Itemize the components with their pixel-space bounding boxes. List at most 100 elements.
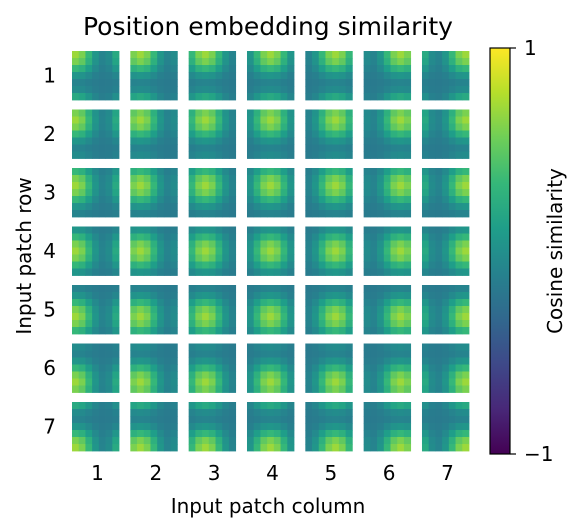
heatmap-cell [253, 137, 261, 145]
heatmap-cell [246, 320, 255, 328]
heatmap-cell [370, 364, 378, 372]
heatmap-cell [397, 299, 405, 307]
heatmap-cell [305, 233, 313, 241]
heatmap-cell [273, 357, 281, 365]
heatmap-cell [442, 343, 450, 351]
heatmap-cell [312, 144, 320, 152]
heatmap-cell [383, 423, 391, 431]
heatmap-cell [157, 416, 165, 424]
heatmap-cell [215, 51, 223, 59]
heatmap-cell [208, 268, 216, 276]
heatmap-cell [85, 247, 93, 255]
heatmap-cell [98, 409, 106, 417]
heatmap-cell [78, 371, 86, 379]
heatmap-cell [85, 343, 93, 351]
heatmap-cell [163, 151, 172, 159]
heatmap-cell [163, 65, 172, 73]
heatmap-cell [137, 423, 145, 431]
heatmap-cell [403, 175, 412, 183]
heatmap-cell [383, 233, 391, 241]
heatmap-cell [397, 182, 405, 190]
heatmap-cell [390, 86, 398, 94]
heatmap-cell [130, 357, 138, 365]
heatmap-cell [202, 444, 210, 452]
heatmap-cell [246, 437, 255, 445]
heatmap-cell [208, 109, 216, 117]
heatmap-cell [318, 109, 326, 117]
heatmap-cell [338, 437, 346, 445]
heatmap-cell [112, 385, 120, 393]
heatmap-cell [92, 182, 100, 190]
heatmap-cell [170, 409, 178, 417]
heatmap-cell [228, 189, 237, 197]
heatmap-cell [455, 144, 463, 152]
heatmap-cell [325, 233, 333, 241]
heatmap-cell [253, 151, 261, 159]
heatmap-cell [157, 343, 165, 351]
heatmap-cell [105, 343, 113, 351]
heatmap-cell [112, 423, 120, 431]
heatmap-cell [85, 86, 93, 94]
heatmap-cell [383, 196, 391, 204]
heatmap-cell [137, 65, 145, 73]
heatmap-cell [273, 175, 281, 183]
heatmap-cell [112, 182, 120, 190]
heatmap-cell [403, 430, 412, 438]
heatmap-cell [92, 72, 100, 80]
heatmap-cell [222, 385, 230, 393]
heatmap-cell [195, 203, 203, 211]
heatmap-cell [312, 430, 320, 438]
heatmap-cell [78, 109, 86, 117]
heatmap-cell [163, 182, 172, 190]
heatmap-cell [435, 226, 443, 234]
heatmap-cell [208, 350, 216, 358]
heatmap-cell [215, 306, 223, 314]
heatmap-cell [403, 313, 412, 321]
heatmap-cell [455, 203, 463, 211]
heatmap-cell [287, 123, 295, 131]
heatmap-cell [170, 116, 178, 124]
heatmap-cell [318, 182, 326, 190]
heatmap-cell [280, 79, 288, 87]
patch-tile [188, 168, 237, 218]
heatmap-cell [228, 72, 237, 80]
heatmap-cell [195, 226, 203, 234]
heatmap-cell [280, 130, 288, 138]
heatmap-cell [202, 430, 210, 438]
row-tick-label: 4 [43, 239, 56, 263]
heatmap-cell [280, 233, 288, 241]
heatmap-cell [130, 313, 138, 321]
heatmap-cell [273, 123, 281, 131]
heatmap-cell [442, 168, 450, 176]
heatmap-cell [98, 254, 106, 262]
heatmap-cell [143, 343, 151, 351]
heatmap-cell [462, 130, 470, 138]
patch-tile [188, 402, 237, 452]
heatmap-cell [312, 137, 320, 145]
heatmap-cell [267, 437, 275, 445]
heatmap-cell [280, 65, 288, 73]
heatmap-cell [421, 247, 430, 255]
heatmap-cell [435, 437, 443, 445]
heatmap-cell [188, 292, 196, 300]
heatmap-cell [428, 430, 436, 438]
heatmap-cell [85, 175, 93, 183]
heatmap-cell [195, 58, 203, 66]
heatmap-cell [442, 285, 450, 293]
heatmap-cell [170, 72, 178, 80]
heatmap-cell [325, 240, 333, 248]
heatmap-cell [428, 72, 436, 80]
heatmap-cell [208, 168, 216, 176]
heatmap-cell [208, 175, 216, 183]
heatmap-cell [202, 116, 210, 124]
heatmap-cell [442, 254, 450, 262]
heatmap-cell [435, 409, 443, 417]
heatmap-cell [435, 240, 443, 248]
heatmap-cell [157, 247, 165, 255]
heatmap-cell [338, 254, 346, 262]
heatmap-cell [383, 437, 391, 445]
heatmap-cell [318, 423, 326, 431]
heatmap-cell [338, 357, 346, 365]
heatmap-cell [143, 327, 151, 335]
heatmap-cell [287, 137, 295, 145]
